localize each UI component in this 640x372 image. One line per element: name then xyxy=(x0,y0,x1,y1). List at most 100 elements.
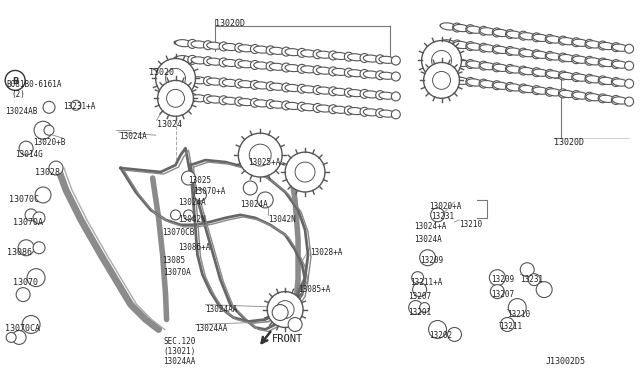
Ellipse shape xyxy=(493,64,509,71)
Ellipse shape xyxy=(391,72,400,81)
Circle shape xyxy=(267,292,303,327)
Ellipse shape xyxy=(598,94,607,103)
Ellipse shape xyxy=(572,55,580,64)
Ellipse shape xyxy=(506,30,515,39)
Ellipse shape xyxy=(440,40,456,47)
Ellipse shape xyxy=(329,67,338,76)
Ellipse shape xyxy=(188,55,196,64)
Text: 13024AB: 13024AB xyxy=(5,107,38,116)
Ellipse shape xyxy=(545,69,554,78)
Ellipse shape xyxy=(379,92,395,99)
Text: 13024AA: 13024AA xyxy=(195,324,228,333)
Ellipse shape xyxy=(298,48,307,57)
Ellipse shape xyxy=(586,94,602,101)
Text: 13024A: 13024A xyxy=(119,132,147,141)
Ellipse shape xyxy=(175,93,191,100)
Ellipse shape xyxy=(480,80,496,88)
Ellipse shape xyxy=(332,88,348,95)
Ellipse shape xyxy=(506,66,522,73)
Ellipse shape xyxy=(493,82,509,89)
Circle shape xyxy=(422,41,461,80)
Ellipse shape xyxy=(492,81,501,90)
Ellipse shape xyxy=(532,86,541,94)
Circle shape xyxy=(195,189,207,201)
Ellipse shape xyxy=(238,45,254,52)
Text: 13070C: 13070C xyxy=(9,195,39,204)
Ellipse shape xyxy=(282,63,291,72)
Ellipse shape xyxy=(493,29,509,36)
Text: 13070A: 13070A xyxy=(13,218,43,227)
Ellipse shape xyxy=(344,88,353,97)
Ellipse shape xyxy=(559,90,575,97)
Ellipse shape xyxy=(285,65,301,72)
Ellipse shape xyxy=(301,86,317,93)
Ellipse shape xyxy=(611,43,620,52)
Ellipse shape xyxy=(360,89,369,98)
Ellipse shape xyxy=(532,68,541,77)
Circle shape xyxy=(431,208,445,222)
Circle shape xyxy=(238,133,282,177)
Ellipse shape xyxy=(452,58,461,67)
Ellipse shape xyxy=(253,46,269,53)
Circle shape xyxy=(33,242,45,254)
Ellipse shape xyxy=(316,51,332,58)
Ellipse shape xyxy=(572,90,580,100)
Ellipse shape xyxy=(222,44,238,51)
Ellipse shape xyxy=(282,101,291,110)
Text: 13020+B: 13020+B xyxy=(33,138,65,147)
Ellipse shape xyxy=(313,86,322,94)
Ellipse shape xyxy=(625,97,634,106)
Ellipse shape xyxy=(364,71,379,78)
Circle shape xyxy=(420,302,429,312)
Ellipse shape xyxy=(253,100,269,107)
Ellipse shape xyxy=(313,50,322,59)
Ellipse shape xyxy=(348,54,364,61)
Ellipse shape xyxy=(532,50,541,59)
Ellipse shape xyxy=(266,62,275,71)
Ellipse shape xyxy=(440,76,456,83)
Ellipse shape xyxy=(533,34,548,41)
Circle shape xyxy=(508,299,526,317)
Circle shape xyxy=(27,269,45,286)
Ellipse shape xyxy=(344,52,353,61)
Ellipse shape xyxy=(391,92,400,101)
Ellipse shape xyxy=(222,97,238,105)
Circle shape xyxy=(166,68,186,89)
Circle shape xyxy=(35,187,51,203)
Ellipse shape xyxy=(191,57,207,64)
Text: B081B0-6161A: B081B0-6161A xyxy=(6,80,61,89)
Circle shape xyxy=(16,288,30,302)
Circle shape xyxy=(182,171,195,185)
Ellipse shape xyxy=(519,31,528,40)
Circle shape xyxy=(276,301,294,318)
Ellipse shape xyxy=(520,67,536,75)
Text: 13201: 13201 xyxy=(408,308,431,317)
Ellipse shape xyxy=(559,71,568,80)
Text: 13070+A: 13070+A xyxy=(193,187,226,196)
Text: 13024A: 13024A xyxy=(179,198,206,207)
Ellipse shape xyxy=(573,92,588,99)
Text: 13085: 13085 xyxy=(163,256,186,265)
Text: 13024: 13024 xyxy=(157,120,182,129)
Ellipse shape xyxy=(546,36,562,43)
Text: 13020D: 13020D xyxy=(554,138,584,147)
Ellipse shape xyxy=(506,84,522,91)
Text: 13024A: 13024A xyxy=(240,200,268,209)
Text: B: B xyxy=(12,77,19,86)
Text: 13070A: 13070A xyxy=(164,268,191,277)
Ellipse shape xyxy=(204,77,212,86)
Ellipse shape xyxy=(452,76,461,85)
Text: 13207: 13207 xyxy=(492,290,515,299)
Ellipse shape xyxy=(250,61,259,70)
Ellipse shape xyxy=(506,48,522,55)
Ellipse shape xyxy=(599,42,615,49)
Ellipse shape xyxy=(559,54,575,62)
Ellipse shape xyxy=(480,62,496,70)
Ellipse shape xyxy=(391,110,400,119)
Ellipse shape xyxy=(466,60,475,68)
Circle shape xyxy=(272,305,288,321)
Text: 13024AA: 13024AA xyxy=(205,305,238,314)
Ellipse shape xyxy=(611,77,620,87)
Ellipse shape xyxy=(269,63,285,70)
Ellipse shape xyxy=(545,51,554,60)
